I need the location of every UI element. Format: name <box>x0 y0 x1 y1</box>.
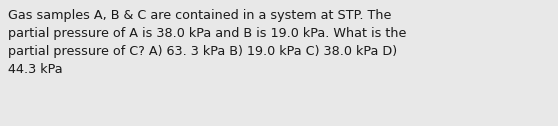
Text: Gas samples A, B & C are contained in a system at STP. The
partial pressure of A: Gas samples A, B & C are contained in a … <box>8 9 407 76</box>
